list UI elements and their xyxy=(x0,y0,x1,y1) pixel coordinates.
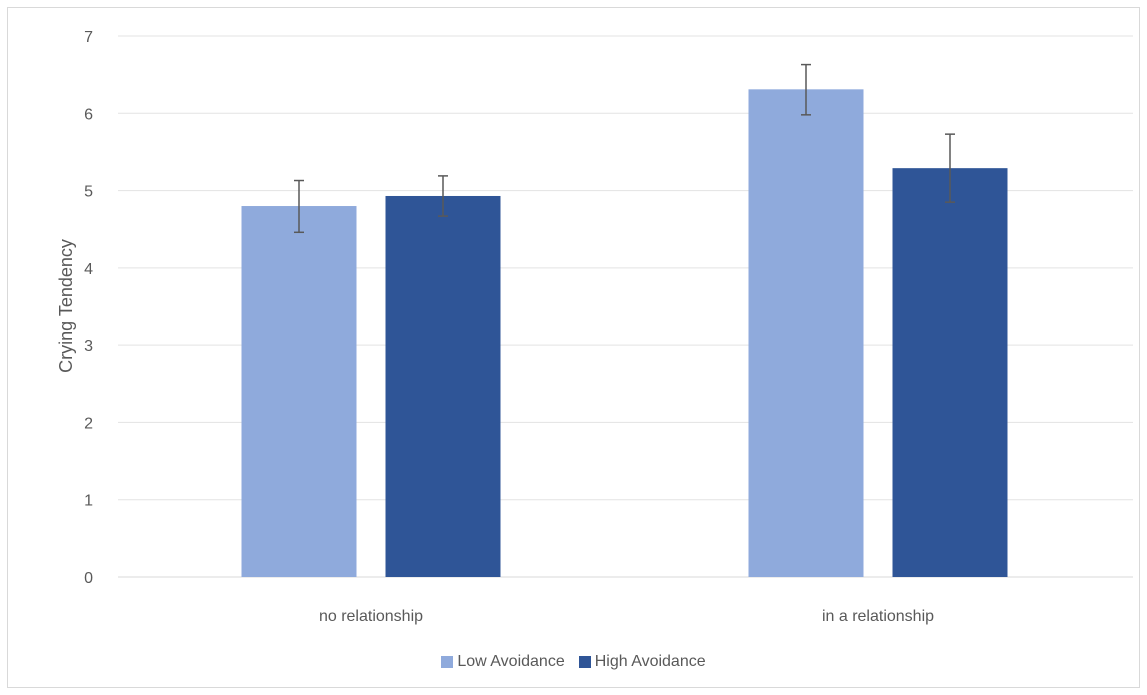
x-tick-label-1: in a relationship xyxy=(822,608,934,625)
bar-low-avoidance-1 xyxy=(748,89,864,577)
y-tick-label-0: 0 xyxy=(84,570,93,587)
x-tick-label-0: no relationship xyxy=(319,608,423,625)
y-tick-label-1: 1 xyxy=(84,493,93,510)
bars xyxy=(241,89,1008,577)
y-tick-label-2: 2 xyxy=(84,415,93,432)
y-tick-label-4: 4 xyxy=(84,261,93,278)
y-axis-title: Crying Tendency xyxy=(56,239,76,373)
y-tick-label-3: 3 xyxy=(84,338,93,355)
bar-high-avoidance-1 xyxy=(892,168,1008,577)
legend-label-high-avoidance: High Avoidance xyxy=(594,653,706,670)
y-tick-label-6: 6 xyxy=(84,106,93,123)
y-tick-label-7: 7 xyxy=(84,29,93,46)
error-bar-low-avoidance-0 xyxy=(294,179,304,234)
y-axis-tick-labels: 0 1 2 3 4 5 6 7 xyxy=(84,29,93,587)
error-bars xyxy=(294,63,955,234)
legend: Low Avoidance High Avoidance xyxy=(0,653,1147,671)
legend-swatch-low-avoidance xyxy=(441,656,454,668)
legend-item-low-avoidance: Low Avoidance xyxy=(441,653,565,671)
legend-item-high-avoidance: High Avoidance xyxy=(578,653,706,671)
legend-label-low-avoidance: Low Avoidance xyxy=(457,653,565,670)
error-bar-high-avoidance-1 xyxy=(945,133,955,203)
y-tick-label-5: 5 xyxy=(84,184,93,201)
x-axis-tick-labels: no relationship in a relationship xyxy=(319,608,934,625)
legend-swatch-high-avoidance xyxy=(578,656,591,668)
error-bar-high-avoidance-0 xyxy=(438,175,448,217)
bar-high-avoidance-0 xyxy=(385,195,501,577)
bar-low-avoidance-0 xyxy=(241,206,357,577)
error-bar-low-avoidance-1 xyxy=(801,63,811,116)
